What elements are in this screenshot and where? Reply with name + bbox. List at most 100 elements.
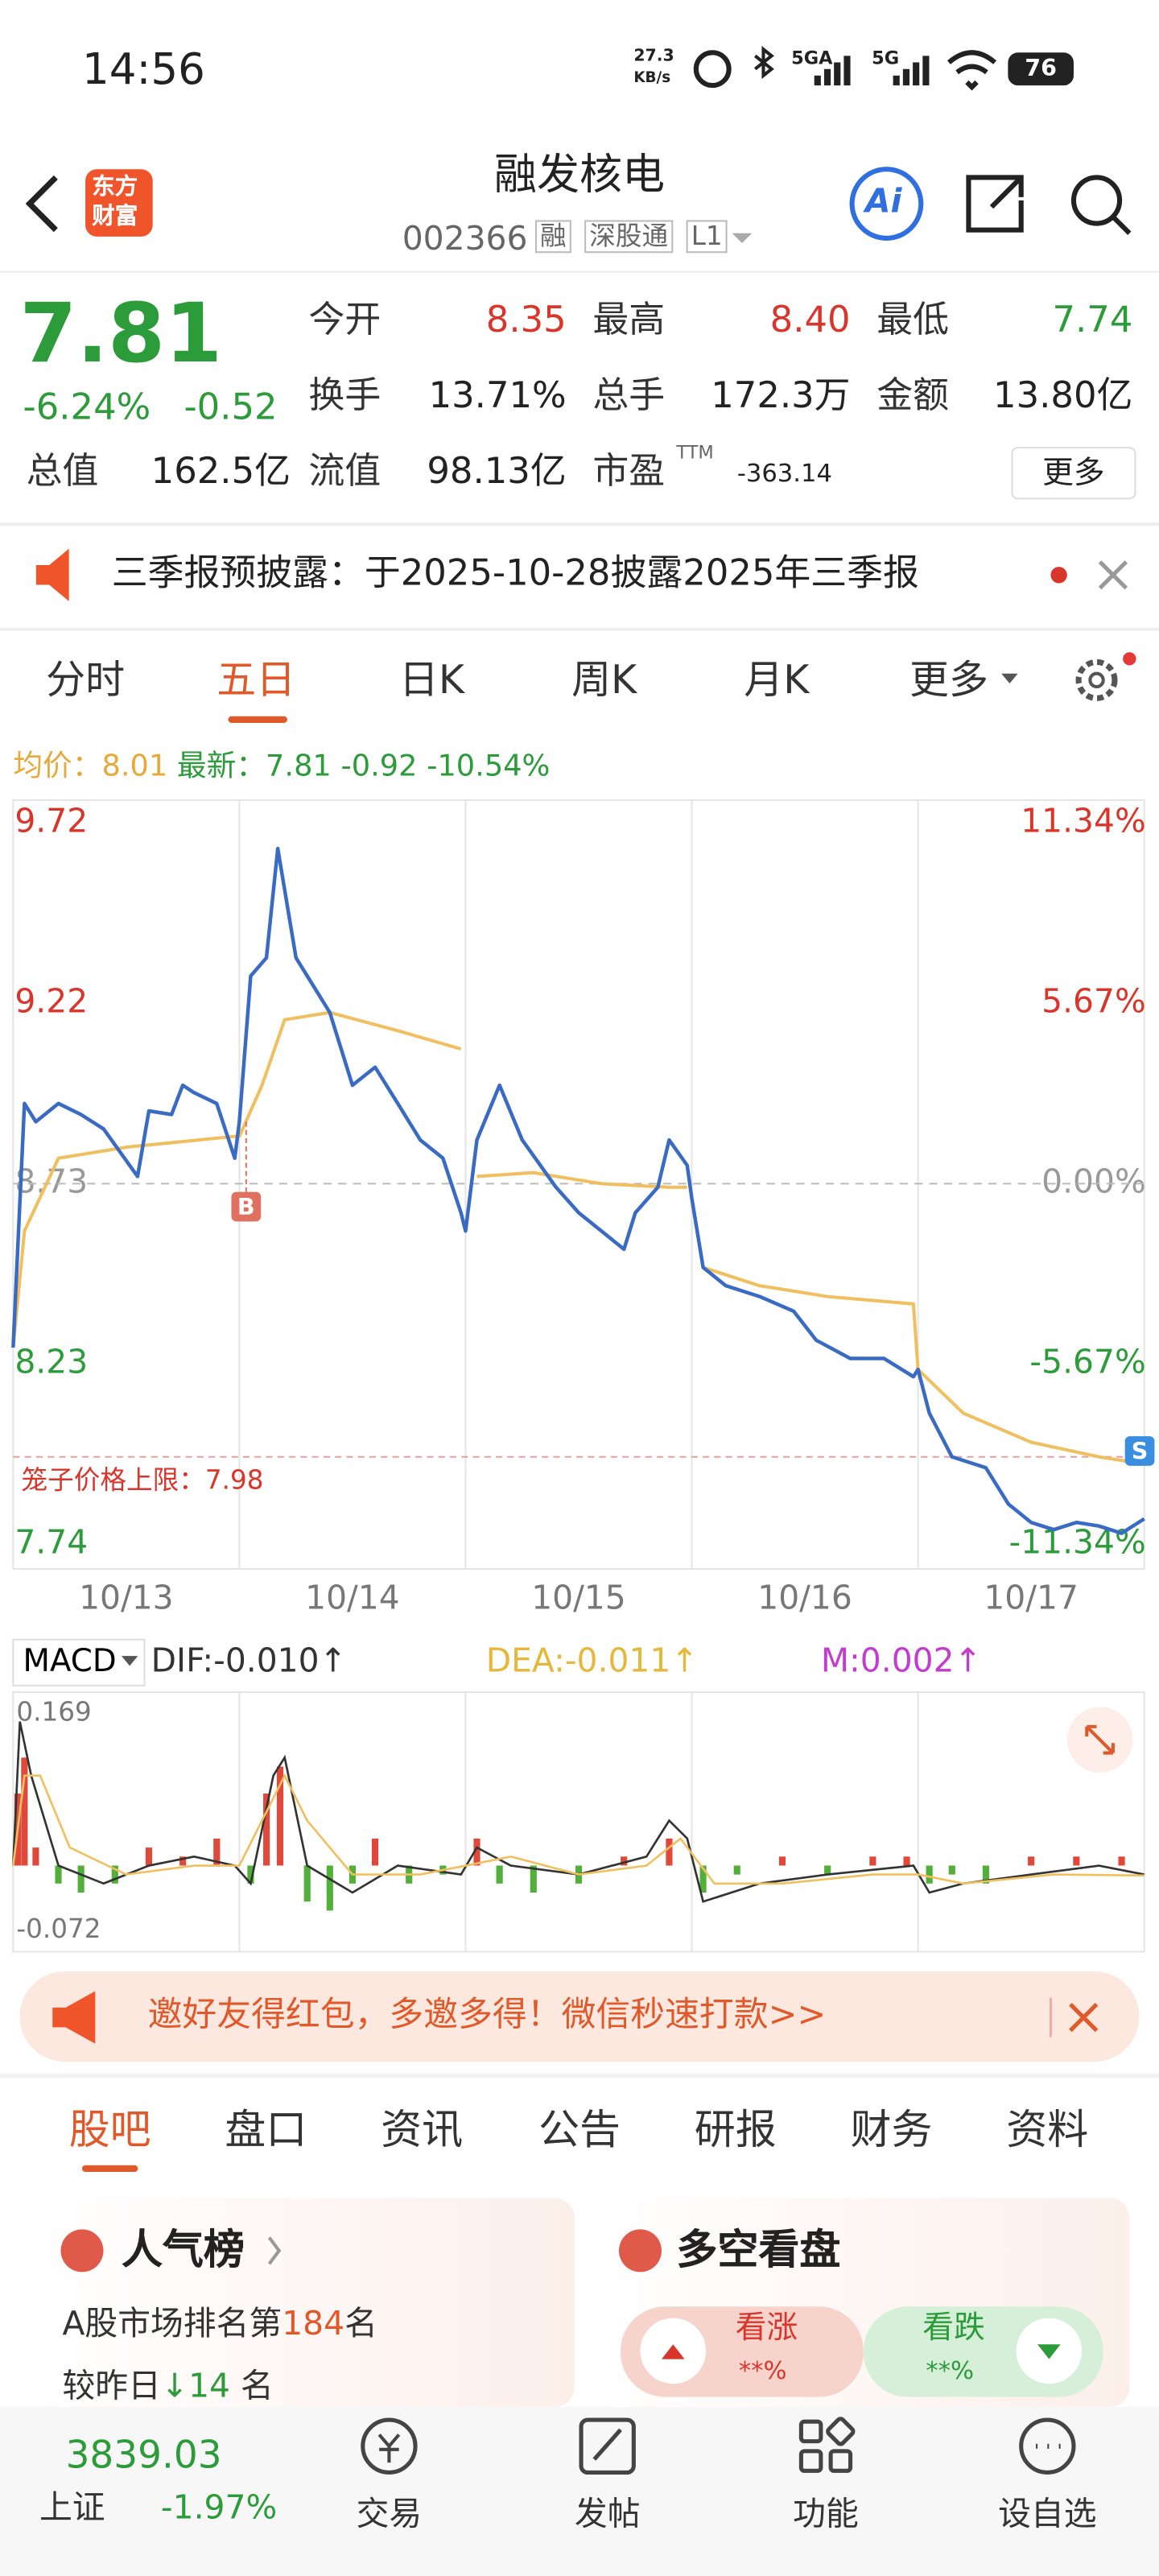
func-icon [798, 2419, 823, 2444]
share[interactable] [966, 175, 1024, 233]
marker-label: B [237, 1193, 255, 1220]
ai-label: Ai [864, 180, 902, 221]
nav-item[interactable]: 交易 [356, 2493, 423, 2533]
price: 7.81 [19, 286, 223, 382]
index-name[interactable]: 上证 [39, 2487, 105, 2527]
speaker [35, 548, 69, 601]
nav-item[interactable]: 发帖 [574, 2493, 641, 2533]
macd-title: MACD [23, 1643, 117, 1679]
macd-frame [12, 1691, 1145, 1953]
y-tick-label: -0.072 [16, 1913, 101, 1944]
logo [85, 169, 153, 237]
card-title: 人气榜 [121, 2226, 245, 2274]
macd-bar [213, 1838, 221, 1866]
stat-label: 今开 [308, 300, 382, 342]
macd-bar [733, 1865, 740, 1875]
func-icon [798, 2449, 823, 2473]
signal-icon [814, 56, 930, 86]
stat-value: 13.80亿 [993, 376, 1133, 418]
macd-bar [145, 1847, 153, 1866]
divider [0, 522, 1159, 526]
banner-text[interactable]: 邀好友得红包，多邀多得！微信秒速打款>> [147, 1994, 827, 2034]
tab[interactable]: 月K [744, 657, 810, 704]
macd-bar [21, 1757, 28, 1866]
cage-value: 7.98 [205, 1464, 264, 1495]
ai-button[interactable] [849, 167, 924, 241]
settings[interactable] [1075, 658, 1118, 701]
net-speed: 27.3 [633, 47, 674, 66]
avg: 8.01 [101, 749, 168, 784]
tab[interactable]: 盘口 [225, 2106, 307, 2154]
y2-tick-label: 5.67% [1041, 981, 1146, 1020]
tab[interactable]: 周K [571, 657, 637, 704]
macd-bar [473, 1838, 481, 1866]
tab[interactable]: 研报 [694, 2106, 777, 2154]
macd-bar [1118, 1856, 1125, 1866]
logo-text: 财富 [92, 204, 138, 230]
y-tick-label: 8.23 [14, 1342, 88, 1381]
rank-suffix: 名 [344, 2303, 377, 2343]
trade-icon [361, 2417, 418, 2475]
x-tick-label: 10/14 [305, 1579, 400, 1617]
close[interactable] [1098, 560, 1128, 590]
macd-bar [371, 1838, 379, 1866]
dropdown[interactable] [732, 233, 753, 244]
search [1111, 215, 1132, 235]
func-icon [826, 2417, 856, 2446]
stat-value: 8.40 [769, 300, 851, 342]
search[interactable] [1070, 175, 1123, 226]
tab[interactable]: 日K [398, 657, 464, 704]
macd-line [12, 1773, 1145, 1885]
nav-item[interactable]: 设自选 [998, 2493, 1097, 2533]
notice[interactable]: 三季报预披露：于2025-10-28披露2025年三季报 [111, 553, 919, 595]
expand-icon [1085, 1724, 1115, 1755]
stat-label: 金额 [876, 376, 949, 418]
stat-value: 7.74 [1052, 300, 1133, 342]
chevron [267, 2236, 282, 2265]
close[interactable] [1069, 2002, 1099, 2033]
watch-icon [1019, 2417, 1076, 2475]
back[interactable] [25, 175, 58, 233]
post-icon [579, 2417, 636, 2475]
tab[interactable]: 更多 [909, 657, 988, 704]
nav-item[interactable]: 功能 [793, 2493, 859, 2533]
down-value: **% [926, 2355, 975, 2386]
tab-indicator [81, 2165, 138, 2172]
index-value[interactable]: 3839.03 [65, 2434, 222, 2478]
macd-bar [530, 1865, 537, 1893]
macd-bar [303, 1865, 311, 1902]
tab[interactable]: 公告 [538, 2106, 621, 2154]
delta-prefix: 较昨日 [62, 2365, 161, 2405]
change-pct: -10.54% [427, 749, 551, 784]
stat-value: 98.13亿 [427, 452, 567, 493]
tab[interactable]: 财务 [850, 2106, 933, 2154]
x-tick-label: 10/13 [79, 1579, 174, 1617]
rank: A股市场排名第184名 [63, 2306, 377, 2339]
y2-tick-label: 11.34% [1021, 801, 1146, 840]
macd-bar [982, 1865, 990, 1884]
tab-active[interactable]: 股吧 [68, 2106, 151, 2154]
tab[interactable]: 资料 [1006, 2106, 1089, 2154]
macd-legend: DEA:-0.011↑ [486, 1641, 699, 1679]
macd-legend: M:0.002↑ [821, 1641, 982, 1679]
badge [1123, 652, 1136, 666]
battery: 76 [1008, 52, 1074, 86]
macd-bar [1073, 1856, 1080, 1866]
tag: 融 [534, 220, 571, 254]
marker-label: S [1132, 1438, 1149, 1465]
macd-bar [869, 1856, 876, 1866]
macd-line [11, 1721, 1145, 1903]
settings [1088, 671, 1105, 689]
macd-bar [824, 1865, 831, 1875]
tab[interactable]: 资讯 [381, 2106, 464, 2154]
more-button[interactable]: 更多 [1011, 447, 1136, 500]
tab[interactable]: 分时 [46, 657, 126, 704]
y2-tick-label: 0.00% [1041, 1162, 1146, 1200]
y2-tick-label: -11.34% [1008, 1522, 1145, 1561]
banner[interactable] [19, 1971, 1140, 2062]
popularity-card[interactable] [35, 2198, 575, 2407]
index-change[interactable]: -1.97% [160, 2487, 278, 2527]
tab-active[interactable]: 五日 [217, 657, 296, 704]
